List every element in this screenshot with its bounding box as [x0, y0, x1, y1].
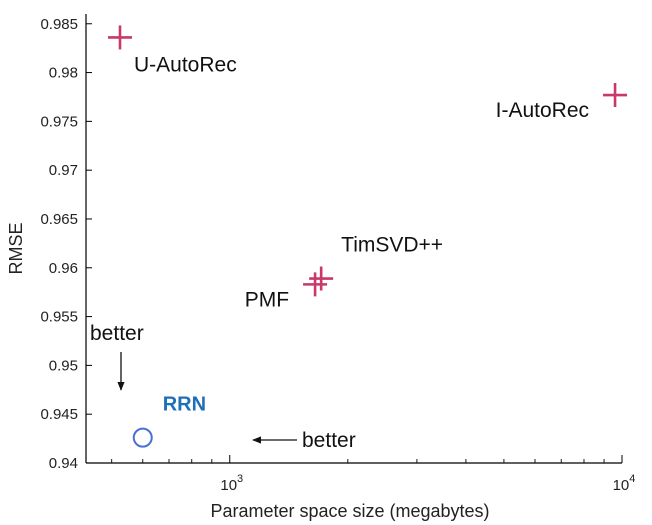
data-points: U-AutoRec I-AutoRec TimSVD++ PMF RRN	[108, 25, 628, 448]
y-axis-title: RMSE	[6, 222, 26, 274]
y-tick-label: 0.985	[40, 16, 78, 33]
y-tick-label: 0.96	[49, 260, 78, 277]
x-tick-label: 104	[613, 473, 636, 494]
y-ticks: 0.94 0.945 0.95 0.955 0.96 0.965 0.97 0.975 0.98…	[40, 16, 92, 472]
y-tick-label: 0.95	[49, 357, 78, 374]
x-tick-exponent: 3	[237, 473, 243, 485]
point-label-u-autorec: U-AutoRec	[134, 53, 237, 76]
axes	[85, 14, 622, 464]
y-tick-label: 0.955	[40, 309, 78, 326]
point-rrn	[132, 427, 153, 448]
point-u-autorec	[108, 25, 133, 50]
y-tick-label: 0.97	[49, 162, 78, 179]
y-tick-label: 0.965	[40, 211, 78, 228]
better-label-down: better	[90, 322, 144, 345]
x-tick-base: 10	[613, 477, 630, 494]
point-timsvd	[309, 266, 334, 291]
x-tick-exponent: 4	[629, 473, 635, 485]
point-label-rrn: RRN	[163, 394, 206, 416]
x-axis-title: Parameter space size (megabytes)	[210, 501, 489, 521]
point-label-pmf: PMF	[245, 288, 289, 311]
y-tick-label: 0.98	[49, 65, 78, 82]
better-label-left: better	[302, 429, 356, 452]
x-tick-label: 103	[220, 473, 243, 494]
annotations: better better	[90, 322, 356, 452]
y-tick-label: 0.945	[40, 406, 78, 423]
y-tick-label: 0.94	[49, 455, 78, 472]
point-label-i-autorec: I-AutoRec	[496, 99, 589, 122]
point-i-autorec	[603, 83, 628, 108]
y-tick-label: 0.975	[40, 113, 78, 130]
point-label-timsvd: TimSVD++	[341, 234, 443, 257]
point-pmf	[303, 272, 328, 297]
x-ticks: 103 104	[111, 455, 636, 494]
x-tick-base: 10	[220, 477, 237, 494]
